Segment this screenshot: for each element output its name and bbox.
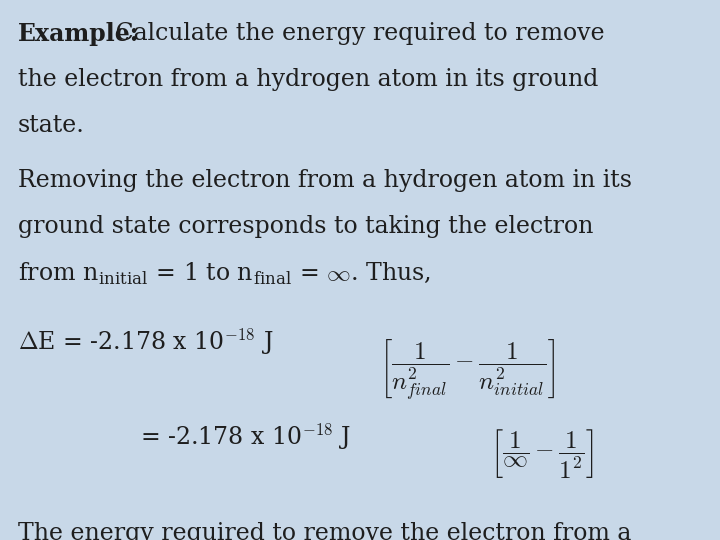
Text: $\left[\dfrac{1}{\infty} - \dfrac{1}{1^2}\right]$: $\left[\dfrac{1}{\infty} - \dfrac{1}{1^2…: [490, 427, 594, 480]
Text: Removing the electron from a hydrogen atom in its: Removing the electron from a hydrogen at…: [18, 169, 632, 192]
Text: from $\mathregular{n}_{\mathregular{initial}}$ = 1 to $\mathregular{n}_{\mathreg: from $\mathregular{n}_{\mathregular{init…: [18, 261, 431, 287]
Text: ground state corresponds to taking the electron: ground state corresponds to taking the e…: [18, 215, 593, 238]
Text: state.: state.: [18, 114, 85, 137]
Text: Example:: Example:: [18, 22, 140, 46]
Text: $\Delta$E = -2.178 x 10$^{-18}$ J: $\Delta$E = -2.178 x 10$^{-18}$ J: [18, 327, 274, 357]
Text: $\left[\dfrac{1}{n^2_{\mathit{final}}} - \dfrac{1}{n^2_{\mathit{initial}}}\right: $\left[\dfrac{1}{n^2_{\mathit{final}}} -…: [380, 337, 555, 402]
Text: The energy required to remove the electron from a: The energy required to remove the electr…: [18, 522, 631, 540]
Text: the electron from a hydrogen atom in its ground: the electron from a hydrogen atom in its…: [18, 68, 598, 91]
Text: Calculate the energy required to remove: Calculate the energy required to remove: [108, 22, 605, 45]
Text: = -2.178 x 10$^{-18}$ J: = -2.178 x 10$^{-18}$ J: [140, 422, 351, 452]
